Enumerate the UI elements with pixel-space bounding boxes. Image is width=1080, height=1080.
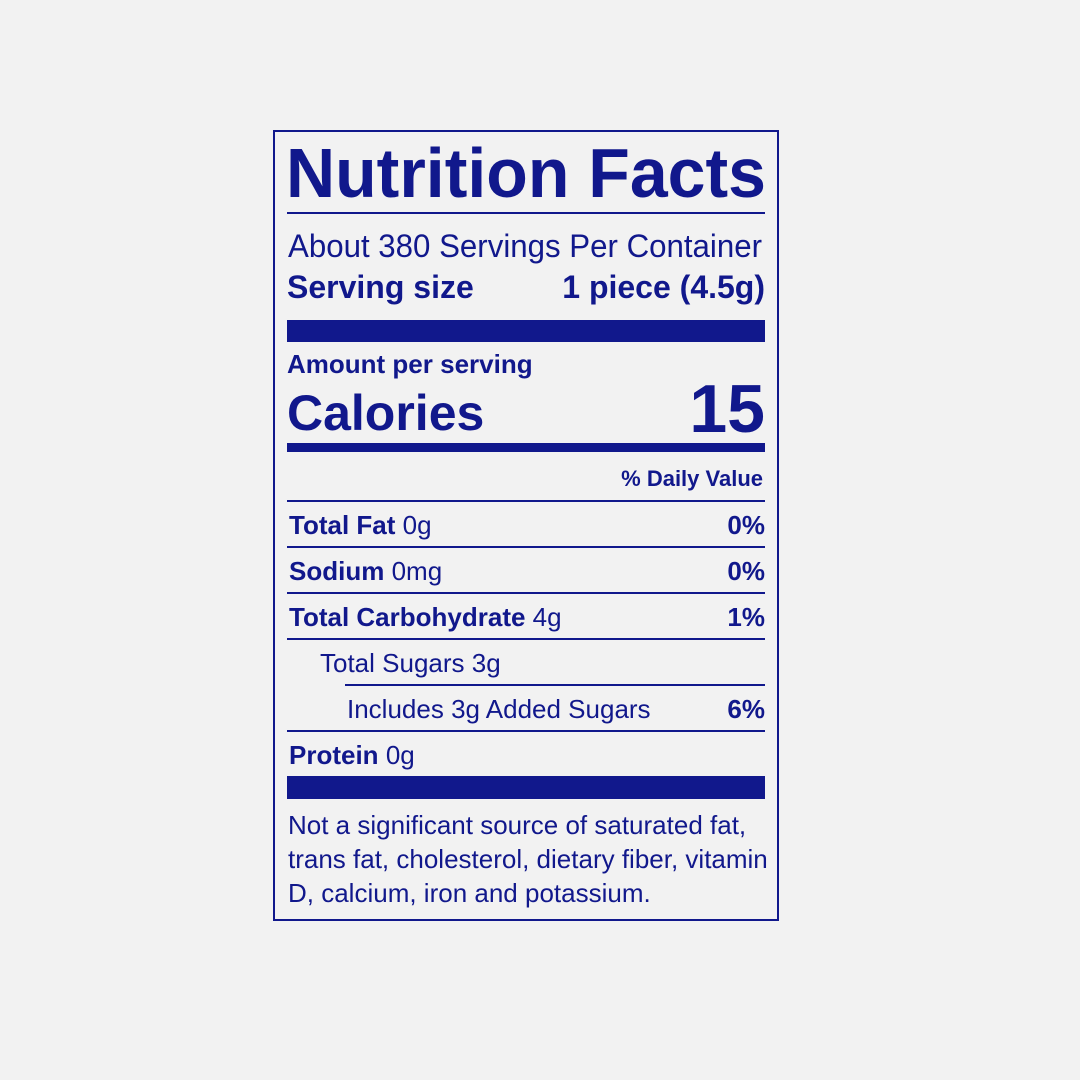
- row-label: Total Sugars 3g: [320, 648, 501, 678]
- thick-bar: [287, 320, 765, 342]
- daily-value: 1%: [727, 602, 765, 632]
- medium-bar: [287, 443, 765, 452]
- daily-value: 0%: [727, 556, 765, 586]
- nutrient-name: Includes 3g Added Sugars: [347, 694, 651, 724]
- calories-label: Calories: [287, 385, 484, 441]
- daily-value: 6%: [727, 694, 765, 724]
- nutrient-amount: 0mg: [392, 556, 443, 586]
- nutrient-name: Protein: [289, 740, 379, 770]
- thick-bar: [287, 776, 765, 799]
- rule: [287, 212, 765, 214]
- calories-value: 15: [689, 371, 765, 447]
- footnote-line: D, calcium, iron and potassium.: [288, 878, 651, 908]
- nutrient-amount: 0g: [403, 510, 432, 540]
- footnote-line: trans fat, cholesterol, dietary fiber, v…: [288, 844, 768, 874]
- serving-size-label: Serving size: [287, 269, 474, 305]
- nutrient-name: Total Carbohydrate: [289, 602, 525, 632]
- serving-size-value: 1 piece (4.5g): [562, 269, 765, 305]
- rule: [287, 500, 765, 502]
- servings: About 380 Servings Per Container: [288, 228, 762, 264]
- nutrient-name: Total Fat: [289, 510, 396, 540]
- rule: [287, 546, 765, 548]
- row-label: Total Fat 0g: [289, 510, 432, 540]
- row-label: Includes 3g Added Sugars: [347, 694, 651, 724]
- title: Nutrition Facts: [286, 134, 766, 212]
- rule: [287, 638, 765, 640]
- daily-value: 0%: [727, 510, 765, 540]
- footnote-line: Not a significant source of saturated fa…: [288, 810, 746, 840]
- nutrient-name: Sodium: [289, 556, 384, 586]
- row-label: Total Carbohydrate 4g: [289, 602, 562, 632]
- daily-value-header: % Daily Value: [621, 466, 763, 491]
- amount-per-serving: Amount per serving: [287, 349, 533, 379]
- nutrient-amount: 4g: [533, 602, 562, 632]
- nutrient-name: Total Sugars 3g: [320, 648, 501, 678]
- row-label: Protein 0g: [289, 740, 415, 770]
- nutrient-amount: 0g: [386, 740, 415, 770]
- rule: [287, 592, 765, 594]
- rule: [345, 684, 765, 686]
- rule: [287, 730, 765, 732]
- row-label: Sodium 0mg: [289, 556, 442, 586]
